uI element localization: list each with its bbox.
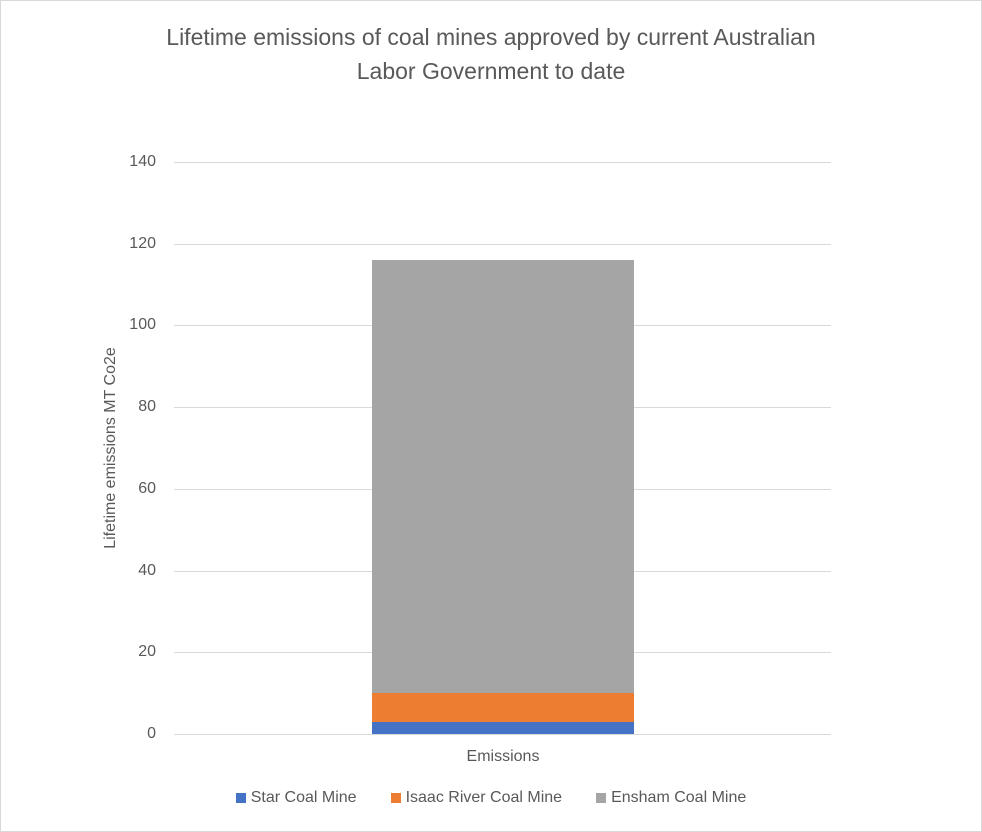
legend-swatch-icon bbox=[390, 793, 401, 803]
bar-segment-star-coal-mine[interactable] bbox=[372, 721, 634, 734]
legend: Star Coal Mine Isaac River Coal Mine Ens… bbox=[0, 789, 982, 807]
chart-title: Lifetime emissions of coal mines approve… bbox=[0, 20, 982, 88]
plot-area bbox=[174, 162, 831, 735]
chart-title-line-2: Labor Government to date bbox=[356, 58, 626, 84]
legend-label: Isaac River Coal Mine bbox=[405, 789, 563, 806]
legend-swatch-icon bbox=[596, 793, 607, 803]
legend-item-ensham-coal-mine[interactable]: Ensham Coal Mine bbox=[596, 789, 746, 807]
y-tick-label: 120 bbox=[129, 234, 156, 252]
y-tick-label: 60 bbox=[138, 479, 156, 497]
y-tick-label: 40 bbox=[138, 561, 156, 579]
y-tick-label: 80 bbox=[138, 398, 156, 416]
legend-label: Star Coal Mine bbox=[250, 789, 357, 806]
x-axis-category-label: Emissions bbox=[466, 748, 540, 765]
y-tick-label: 0 bbox=[147, 725, 156, 742]
gridline bbox=[174, 243, 831, 245]
legend-item-isaac-river-coal-mine[interactable]: Isaac River Coal Mine bbox=[390, 789, 563, 807]
legend-swatch-icon bbox=[235, 793, 246, 803]
gridline bbox=[174, 734, 831, 735]
y-tick-label: 100 bbox=[129, 316, 156, 334]
bar-segment-ensham-coal-mine[interactable] bbox=[372, 260, 634, 694]
legend-label: Ensham Coal Mine bbox=[611, 789, 747, 806]
bar-segment-isaac-river-coal-mine[interactable] bbox=[372, 693, 634, 722]
y-tick-label: 20 bbox=[138, 643, 156, 661]
y-tick-label: 140 bbox=[129, 153, 156, 170]
gridline bbox=[174, 162, 831, 163]
chart-title-line-1: Lifetime emissions of coal mines approve… bbox=[166, 24, 816, 50]
legend-item-star-coal-mine[interactable]: Star Coal Mine bbox=[235, 789, 357, 807]
y-axis-label: Lifetime emissions MT Co2e bbox=[102, 347, 119, 549]
